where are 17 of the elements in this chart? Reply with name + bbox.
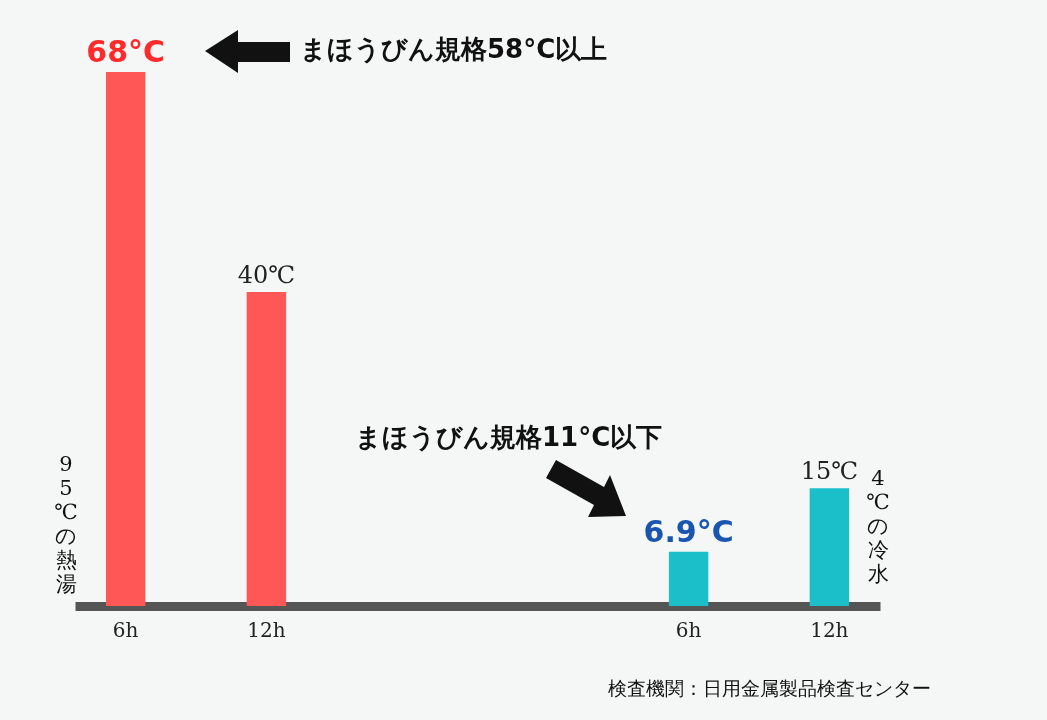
text: 検査機関：日用金属製品検査センター <box>608 676 931 701</box>
x-tick-label: 12h <box>247 617 286 642</box>
annotation: まほうびん規格11°C以下 <box>355 421 663 454</box>
text: まほうびん規格58°C以上 <box>300 33 608 66</box>
x-tick-label: 6h <box>675 617 702 642</box>
data-label: 15℃ <box>800 457 859 486</box>
annotation: 4℃の冷水 <box>865 466 891 586</box>
data-label: 40℃ <box>237 260 296 289</box>
data-label: 6.9°C <box>643 513 734 549</box>
bar <box>105 72 146 606</box>
bar <box>668 551 709 606</box>
x-tick-label: 12h <box>810 617 849 642</box>
bar <box>246 291 287 606</box>
bar <box>809 488 850 606</box>
annotation: 95℃の熱湯 <box>53 452 79 596</box>
data-label: 68°C <box>86 34 166 69</box>
x-tick-label: 6h <box>112 617 139 642</box>
